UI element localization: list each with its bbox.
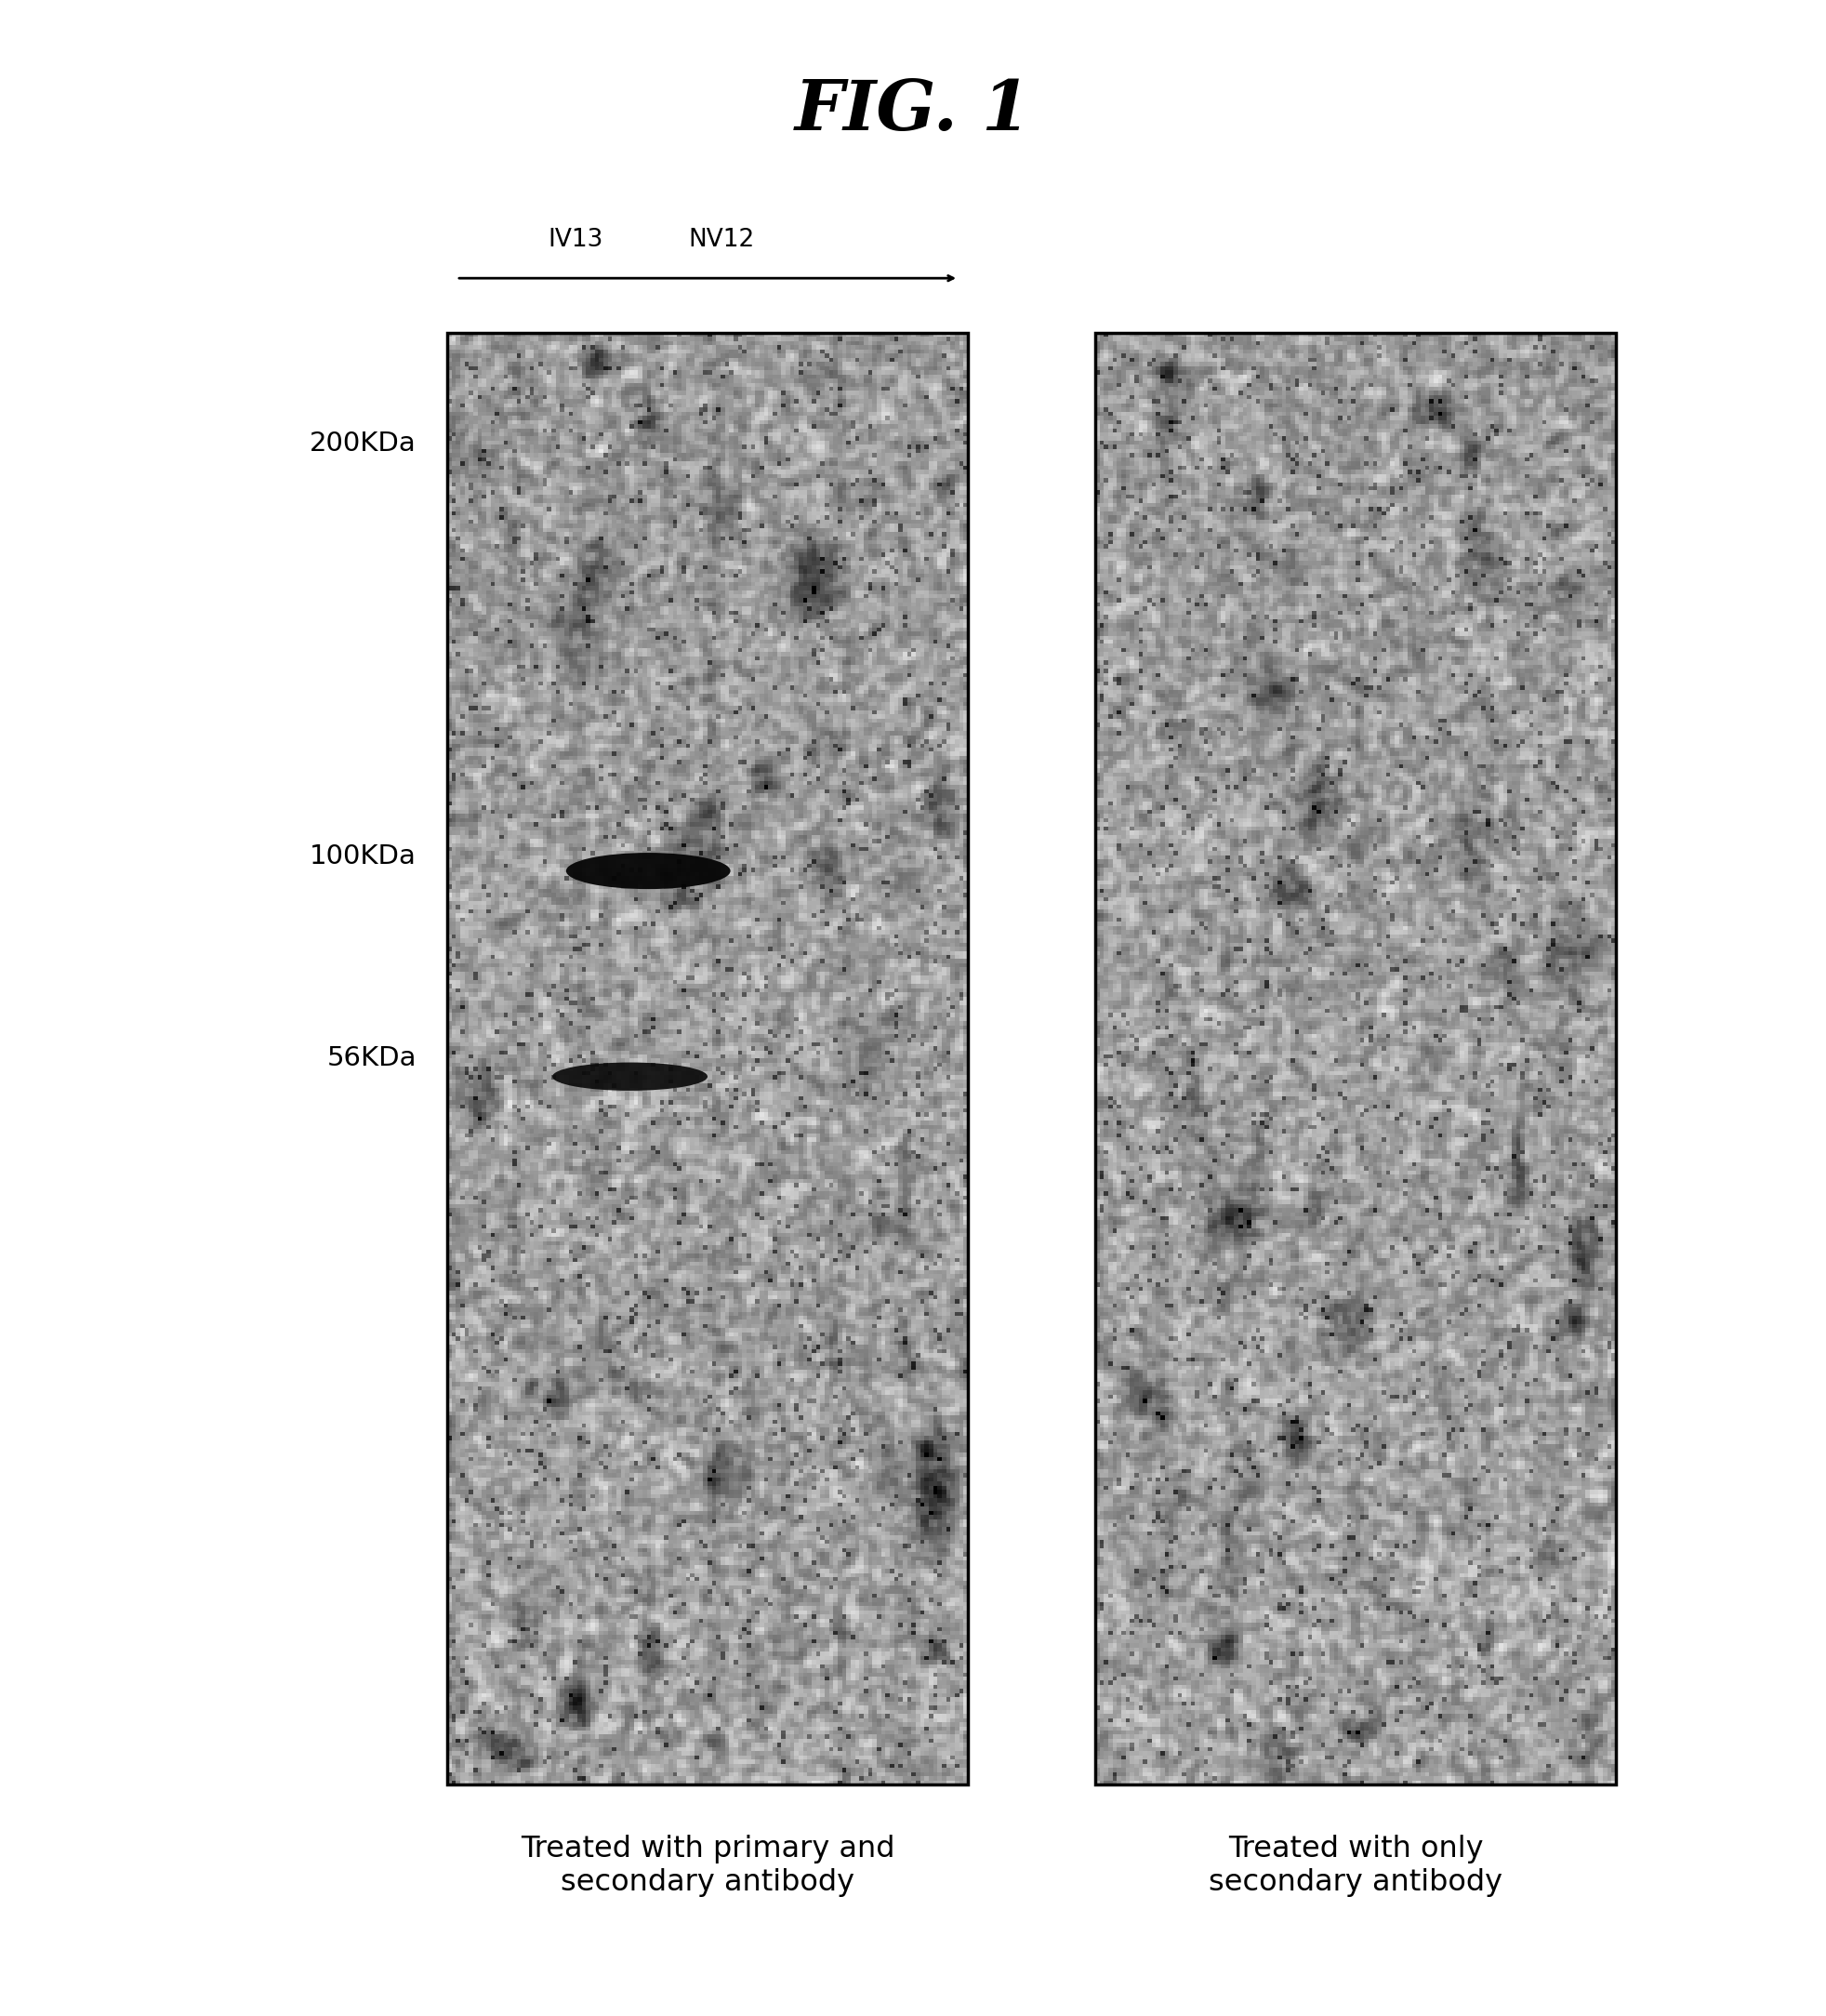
Text: 100KDa: 100KDa (310, 845, 416, 869)
Text: Treated with only
secondary antibody: Treated with only secondary antibody (1209, 1835, 1503, 1897)
Ellipse shape (566, 853, 730, 889)
Bar (447, 333, 968, 1784)
Text: 200KDa: 200KDa (310, 431, 416, 456)
Ellipse shape (551, 1062, 707, 1091)
Text: FIG. 1: FIG. 1 (794, 77, 1032, 145)
Text: Treated with primary and
secondary antibody: Treated with primary and secondary antib… (520, 1835, 895, 1897)
Bar (1096, 333, 1616, 1784)
Text: NV12: NV12 (688, 228, 754, 252)
Text: 56KDa: 56KDa (327, 1046, 416, 1070)
Text: IV13: IV13 (548, 228, 603, 252)
